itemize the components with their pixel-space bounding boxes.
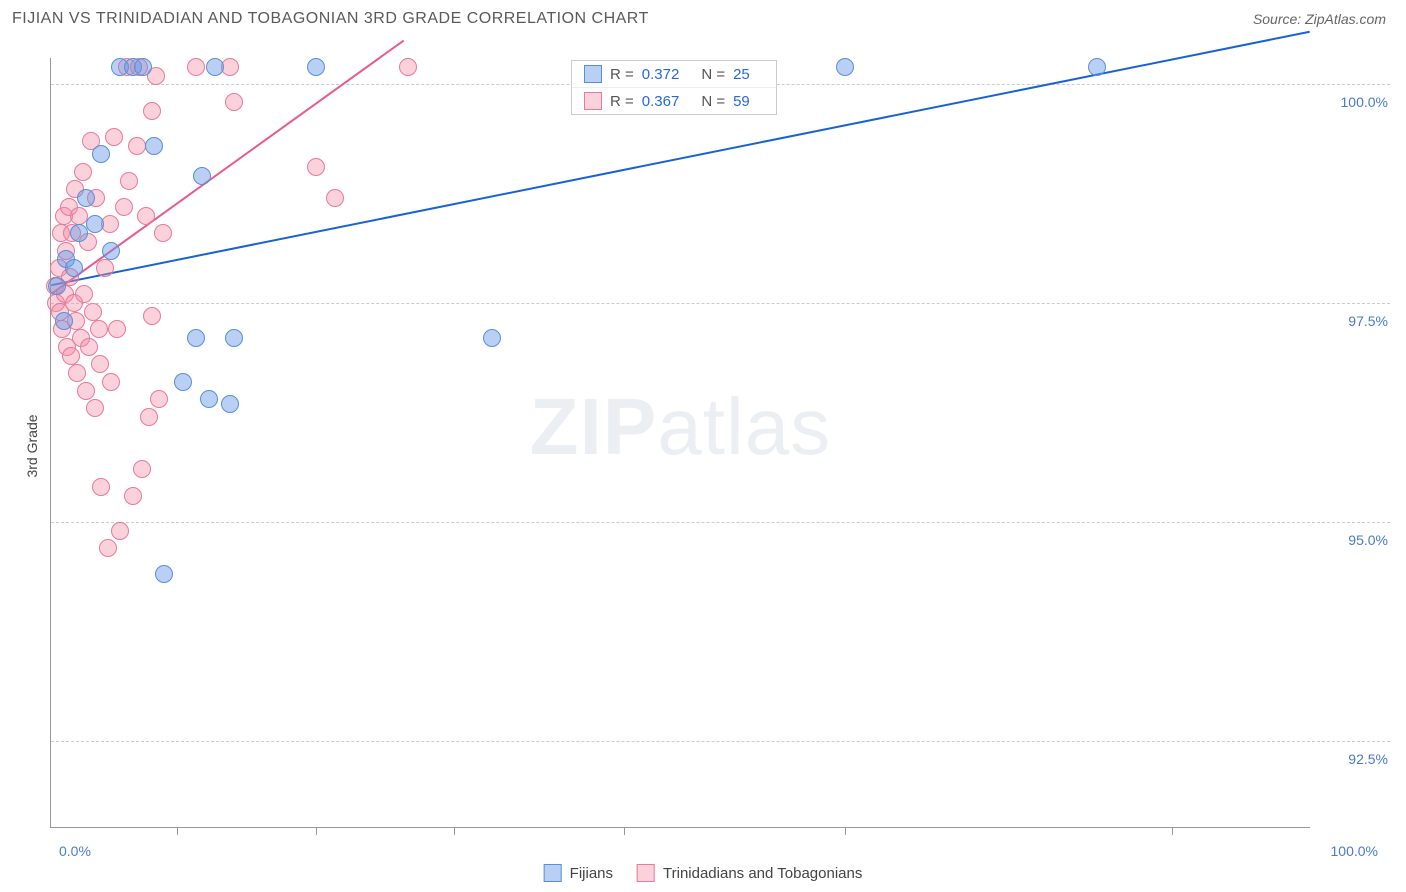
stats-row: R = 0.372 N = 25 [572,61,776,88]
x-tick [845,827,846,835]
scatter-point [92,145,110,163]
scatter-point [307,158,325,176]
y-tick-label: 100.0% [1341,94,1388,110]
scatter-point [134,58,152,76]
scatter-point [77,189,95,207]
scatter-point [155,565,173,583]
x-tick [177,827,178,835]
scatter-point [174,373,192,391]
r-label: R = [610,66,634,83]
x-tick [1172,827,1173,835]
scatter-point [70,224,88,242]
scatter-point [1088,58,1106,76]
legend-item: Trinidadians and Tobagonians [637,864,862,882]
scatter-point [225,93,243,111]
scatter-point [70,207,88,225]
x-axis-max-label: 100.0% [1331,843,1378,859]
scatter-point [150,390,168,408]
scatter-point [187,329,205,347]
scatter-point [90,320,108,338]
scatter-point [62,347,80,365]
scatter-point [102,242,120,260]
scatter-point [115,198,133,216]
scatter-point [145,137,163,155]
legend-label: Trinidadians and Tobagonians [663,865,862,882]
y-tick-label: 92.5% [1348,751,1388,767]
stats-legend-box: R = 0.372 N = 25 R = 0.367 N = 59 [571,60,777,115]
scatter-point [124,487,142,505]
scatter-point [92,478,110,496]
scatter-point [105,128,123,146]
y-axis-label: 3rd Grade [24,414,40,477]
scatter-point [143,102,161,120]
x-tick [624,827,625,835]
x-tick [316,827,317,835]
source-label: Source: ZipAtlas.com [1253,11,1386,27]
chart-header: FIJIAN VS TRINIDADIAN AND TOBAGONIAN 3RD… [0,0,1406,36]
scatter-point [86,399,104,417]
plot-area: ZIPatlas R = 0.372N = 25R = 0.367N = 59 … [50,58,1310,828]
series-swatch [584,92,602,110]
scatter-point [206,58,224,76]
scatter-point [307,58,325,76]
scatter-point [86,215,104,233]
stats-row: R = 0.367 N = 59 [572,88,776,114]
legend-item: Fijians [544,864,613,882]
scatter-point [221,395,239,413]
legend-label: Fijians [570,865,613,882]
scatter-point [154,224,172,242]
scatter-point [91,355,109,373]
scatter-point [483,329,501,347]
r-value: 0.367 [642,93,680,110]
scatter-point [74,163,92,181]
chart-container: 3rd Grade ZIPatlas R = 0.372N = 25R = 0.… [40,48,1386,844]
scatter-point [108,320,126,338]
x-axis-min-label: 0.0% [59,843,91,859]
n-label: N = [701,93,725,110]
series-swatch [584,65,602,83]
series-swatch [544,864,562,882]
n-value: 59 [733,93,750,110]
series-legend: Fijians Trinidadians and Tobagonians [544,864,863,882]
scatter-point [102,373,120,391]
scatter-point [836,58,854,76]
n-value: 25 [733,66,750,83]
r-value: 0.372 [642,66,680,83]
scatter-point [128,137,146,155]
scatter-point [143,307,161,325]
scatter-point [96,259,114,277]
scatter-point [84,303,102,321]
scatter-point [55,312,73,330]
scatter-point [111,522,129,540]
scatter-point [225,329,243,347]
scatter-point [200,390,218,408]
scatter-point [99,539,117,557]
scatter-point [133,460,151,478]
y-tick-label: 97.5% [1348,313,1388,329]
series-swatch [637,864,655,882]
scatter-point [120,172,138,190]
scatter-point [75,285,93,303]
scatter-point [65,259,83,277]
scatter-point [399,58,417,76]
r-label: R = [610,93,634,110]
scatter-point [326,189,344,207]
x-tick [454,827,455,835]
scatter-point [68,364,86,382]
y-tick-label: 95.0% [1348,532,1388,548]
scatter-point [187,58,205,76]
scatter-point [193,167,211,185]
scatter-point [140,408,158,426]
chart-title: FIJIAN VS TRINIDADIAN AND TOBAGONIAN 3RD… [12,10,649,28]
trend-lines [51,58,1310,827]
n-label: N = [701,66,725,83]
scatter-point [80,338,98,356]
scatter-point [48,277,66,295]
scatter-point [137,207,155,225]
scatter-point [77,382,95,400]
